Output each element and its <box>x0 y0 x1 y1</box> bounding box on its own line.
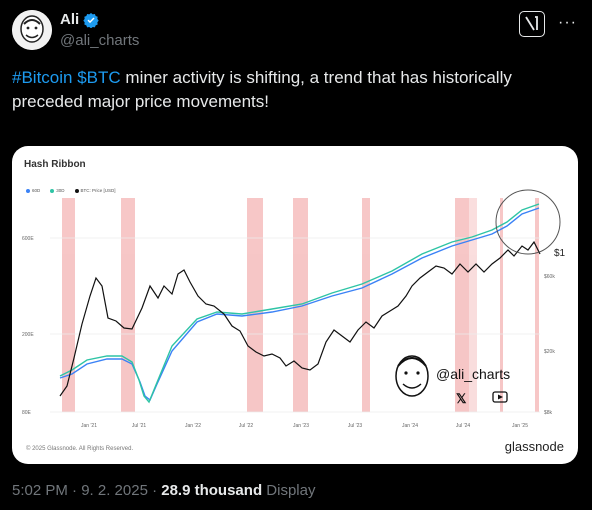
capitulation-bands <box>62 198 539 412</box>
tweet-text: #Bitcoin $BTC miner activity is shifting… <box>12 66 572 114</box>
verified-badge-icon <box>83 12 99 28</box>
chart-copyright: © 2025 Glassnode. All Rights Reserved. <box>26 446 134 452</box>
chart-legend: 60D 30D BTC: Price [USD] <box>26 188 116 193</box>
x-tick: Jan '22 <box>185 423 201 429</box>
y-right-tick: $8k <box>544 410 553 416</box>
y-left-tick: 80E <box>22 410 32 416</box>
x-tick: Jan '25 <box>512 423 528 429</box>
x-tick: Jul '22 <box>239 423 254 429</box>
x-tick: Jan '24 <box>402 423 418 429</box>
author-name[interactable]: Ali <box>60 11 80 28</box>
legend-price: BTC: Price [USD] <box>74 188 116 193</box>
x-logo-icon: 𝕏 <box>456 391 467 406</box>
cashtag-link[interactable]: $BTC <box>77 68 121 87</box>
tweet-meta: 5:02 PM · 9. 2. 2025 · 28.9 thousand Dis… <box>12 482 315 499</box>
series-btc-price <box>59 240 541 397</box>
chart-title: Hash Ribbon <box>24 159 86 170</box>
watermark-face-icon <box>395 355 429 397</box>
more-icon[interactable]: ··· <box>558 14 577 31</box>
series-60d <box>59 207 540 402</box>
youtube-icon <box>492 391 508 403</box>
author-handle[interactable]: @ali_charts <box>60 32 140 49</box>
glassnode-logo: glassnode <box>504 439 564 454</box>
avatar[interactable] <box>12 10 52 50</box>
y-right-tick: $20k <box>544 349 555 355</box>
x-tick: Jan '23 <box>293 423 309 429</box>
tweet-body: miner activity is shifting, a trend that… <box>12 68 512 111</box>
x-tick: Jul '23 <box>348 423 363 429</box>
zoom-circle <box>495 189 561 255</box>
x-tick: Jul '24 <box>456 423 471 429</box>
series-30d <box>59 203 540 404</box>
hashtag-link[interactable]: #Bitcoin <box>12 68 73 87</box>
author-name-row[interactable]: Ali <box>60 11 99 28</box>
x-tick: Jul '21 <box>132 423 147 429</box>
watermark-handle: @ali_charts <box>436 366 510 382</box>
x-tick: Jan '21 <box>81 423 97 429</box>
tweet-timestamp[interactable]: 5:02 PM · 9. 2. 2025 · <box>12 482 162 499</box>
legend-60d: 60D <box>26 188 40 193</box>
grok-icon[interactable] <box>519 11 545 37</box>
hash-ribbon-plot: 600E 200E 80E $60k $20k $8k Jan '21 Jul … <box>22 189 566 429</box>
y-right-tick: $60k <box>544 274 555 280</box>
price-cut-label: $1 <box>554 248 566 259</box>
y-left-tick: 600E <box>22 236 34 242</box>
chart-image[interactable]: Hash Ribbon 60D 30D BTC: Price [USD] 600… <box>12 146 578 464</box>
view-count: 28.9 thousand <box>161 482 263 499</box>
legend-30d: 30D <box>50 188 65 193</box>
view-label: Display <box>262 482 316 499</box>
y-left-tick: 200E <box>22 332 34 338</box>
